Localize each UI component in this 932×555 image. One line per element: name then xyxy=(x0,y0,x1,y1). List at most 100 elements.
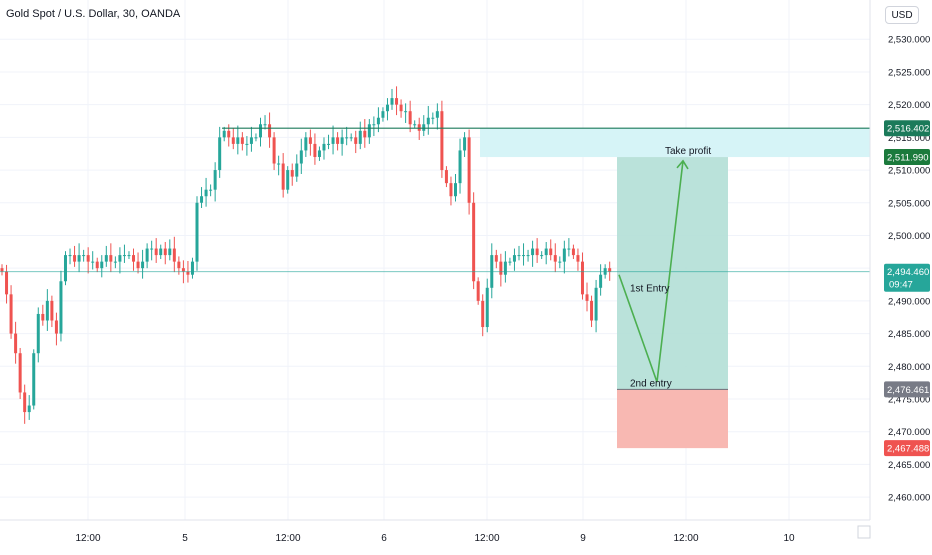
candle-up xyxy=(245,143,249,145)
candle-up xyxy=(349,137,353,139)
x-tick-label: 10 xyxy=(783,533,795,544)
candle-up xyxy=(258,124,262,138)
candle-down xyxy=(14,333,18,354)
candle-down xyxy=(95,261,99,269)
candle-up xyxy=(45,300,49,321)
candle-down xyxy=(354,137,358,144)
candle-up xyxy=(304,137,308,151)
candle-up xyxy=(77,255,81,262)
candle-up xyxy=(322,143,326,151)
candle-down xyxy=(18,353,22,393)
second-entry-label: 2nd entry xyxy=(630,378,672,389)
candle-up xyxy=(385,104,389,112)
candle-up xyxy=(522,255,526,257)
candle-up xyxy=(413,124,417,126)
candle-down xyxy=(440,111,444,171)
candle-down xyxy=(136,261,140,269)
candle-up xyxy=(159,248,163,256)
candle-down xyxy=(177,261,181,269)
candle-down xyxy=(494,255,498,262)
candle-up xyxy=(331,137,335,144)
resistance-badge-text: 2,516.402 xyxy=(887,124,929,135)
x-tick-label: 9 xyxy=(580,533,586,544)
candle-down xyxy=(281,163,285,190)
y-tick-label: 2,470.000 xyxy=(888,427,930,438)
candle-up xyxy=(286,170,290,190)
arrow-head-icon xyxy=(676,159,689,170)
time-axis[interactable]: 12:00 5 12:00 6 12:00 9 12:00 10 xyxy=(0,519,871,544)
y-tick-label: 2,520.000 xyxy=(888,100,930,111)
candle-down xyxy=(272,137,276,164)
candle-down xyxy=(481,300,485,328)
take-profit-badge-bg xyxy=(884,149,930,166)
grid xyxy=(0,0,870,520)
candle-up xyxy=(222,130,226,138)
candle-down xyxy=(535,248,539,256)
x-tick-label: 12:00 xyxy=(75,533,100,544)
candle-down xyxy=(73,255,77,262)
take-profit-badge-text: 2,511.990 xyxy=(887,153,929,164)
candle-down xyxy=(417,124,421,131)
candle-up xyxy=(458,150,462,184)
candle-down xyxy=(308,137,312,144)
candle-up xyxy=(249,137,253,144)
candle-up xyxy=(463,137,467,151)
candle-up xyxy=(567,248,571,250)
drawings[interactable]: Take profit 1st Entry 2nd entry xyxy=(618,146,711,389)
take-profit-zone xyxy=(480,128,870,158)
candle-up xyxy=(295,163,299,177)
candle-up xyxy=(299,150,303,164)
candle-up xyxy=(376,117,380,125)
candle-up xyxy=(435,111,439,118)
candle-up xyxy=(150,248,154,250)
stop-badge-text: 2,467.488 xyxy=(887,444,929,455)
candle-down xyxy=(9,294,13,334)
candle-up xyxy=(503,261,507,275)
candle-up xyxy=(141,261,145,269)
currency-button[interactable]: USD xyxy=(885,6,919,24)
candle-down xyxy=(54,320,58,334)
candle-up xyxy=(32,353,36,406)
y-tick-label: 2,490.000 xyxy=(888,296,930,307)
candle-down xyxy=(290,170,294,177)
candle-up xyxy=(544,248,548,256)
candle-down xyxy=(363,130,367,138)
scale-settings-icon xyxy=(857,525,871,539)
x-tick-label: 6 xyxy=(381,533,387,544)
first-entry-label: 1st Entry xyxy=(630,284,669,295)
candle-down xyxy=(41,313,45,321)
candle-up xyxy=(200,196,204,203)
candle-down xyxy=(132,255,136,262)
entry-badge-bg xyxy=(884,381,930,398)
candle-down xyxy=(0,268,4,272)
candle-down xyxy=(227,130,231,138)
candle-down xyxy=(154,248,158,256)
resistance-badge-bg xyxy=(884,120,930,137)
candle-up xyxy=(485,287,489,328)
x-tick-label: 12:00 xyxy=(474,533,499,544)
y-tick-label: 2,460.000 xyxy=(888,493,930,504)
candle-up xyxy=(82,255,86,257)
candle-up xyxy=(204,189,208,197)
candle-up xyxy=(104,255,108,262)
candle-down xyxy=(109,255,113,262)
candle-down xyxy=(23,392,27,413)
price-axis[interactable]: 2,460.000 2,465.000 2,470.000 2,475.000 2,48… xyxy=(869,0,932,550)
candle-up xyxy=(27,405,31,413)
candle-down xyxy=(444,170,448,184)
candle-up xyxy=(381,111,385,118)
y-tick-label: 2,465.000 xyxy=(888,460,930,471)
long-position-profit-zone xyxy=(617,157,728,390)
candle-up xyxy=(454,183,457,197)
current-price-badge-bg xyxy=(884,263,930,292)
candle-up xyxy=(390,98,394,105)
candle-down xyxy=(580,261,584,295)
candle-down xyxy=(585,294,589,301)
drawing-zones[interactable] xyxy=(480,128,870,449)
candle-up xyxy=(512,255,516,262)
entry-badge: 2,476.461 xyxy=(884,381,930,398)
candle-down xyxy=(553,255,557,262)
candle-up xyxy=(599,274,603,288)
